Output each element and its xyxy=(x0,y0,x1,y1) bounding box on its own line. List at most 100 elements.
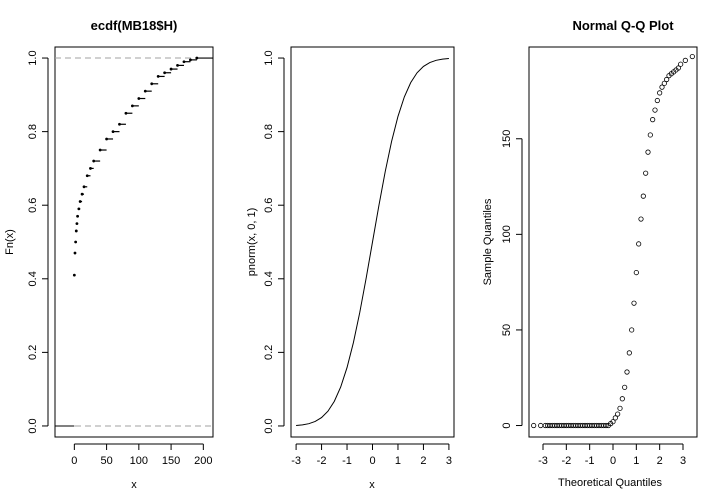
pnorm-y-tick-label: 1.0 xyxy=(263,50,275,65)
ecdf-y-ticks: 0.0 0.2 0.4 0.6 0.8 1.0 xyxy=(27,50,49,434)
ecdf-point xyxy=(189,58,192,62)
qq-x-tick-label: -3 xyxy=(538,455,548,467)
ecdf-point xyxy=(92,159,96,163)
qq-point xyxy=(643,170,649,176)
qq-y-tick-label: 0 xyxy=(501,422,513,428)
ecdf-point xyxy=(195,56,199,60)
qq-point xyxy=(615,411,621,417)
qq-title: Normal Q-Q Plot xyxy=(572,18,674,33)
ecdf-point xyxy=(176,63,179,67)
qq-point xyxy=(678,61,684,67)
qq-point xyxy=(622,384,628,390)
pnorm-y-tick-label: 0.4 xyxy=(263,271,275,286)
ecdf-x-label: x xyxy=(131,479,137,491)
ecdf-points xyxy=(55,56,213,427)
qq-point xyxy=(633,269,639,276)
ecdf-point xyxy=(76,214,79,218)
ecdf-title: ecdf(MB18$H) xyxy=(91,18,178,33)
ecdf-point xyxy=(150,82,154,86)
pnorm-curve xyxy=(296,58,449,426)
qq-point xyxy=(675,65,681,71)
pnorm-y-label: pnorm(x, 0, 1) xyxy=(246,208,258,276)
ecdf-point xyxy=(80,192,84,196)
ecdf-y-tick-label: 0.8 xyxy=(27,124,39,139)
qq-point xyxy=(617,405,623,411)
qq-x-tick-label: -1 xyxy=(585,455,595,467)
qq-plot-frame xyxy=(528,46,698,438)
pnorm-y-tick-label: 0.0 xyxy=(263,418,275,433)
qq-x-tick-label: 2 xyxy=(657,455,663,467)
ecdf-panel: ecdf(MB18$H) x Fn(x) 0 50 100 150 200 0.0 0.2… xyxy=(4,18,214,491)
pnorm-x-tick-label: -2 xyxy=(317,455,327,467)
qq-point xyxy=(664,76,670,83)
qq-point xyxy=(624,369,630,375)
ecdf-y-tick-label: 0.2 xyxy=(27,345,39,360)
qq-point xyxy=(645,149,651,155)
ecdf-point xyxy=(124,111,128,115)
qq-point xyxy=(638,216,644,222)
ecdf-point xyxy=(182,60,186,64)
ecdf-x-tick-label: 200 xyxy=(194,455,212,467)
qq-point xyxy=(657,90,663,96)
qq-point xyxy=(654,97,660,104)
qq-point xyxy=(636,241,642,247)
qq-point xyxy=(689,53,695,60)
ecdf-point xyxy=(156,75,160,78)
pnorm-x-tick-label: 2 xyxy=(420,455,426,467)
ecdf-point xyxy=(82,185,86,189)
ecdf-plot-frame xyxy=(54,46,214,438)
qq-point xyxy=(652,107,658,113)
qq-x-tick-label: 1 xyxy=(633,455,639,467)
ecdf-point xyxy=(163,71,167,75)
qq-y-tick-label: 50 xyxy=(501,324,513,336)
qq-point xyxy=(659,84,665,90)
pnorm-x-tick-label: 0 xyxy=(369,455,375,467)
ecdf-x-ticks: 0 50 100 150 200 xyxy=(71,443,213,467)
qq-point xyxy=(631,300,637,306)
qq-point xyxy=(629,327,635,333)
ecdf-point xyxy=(75,222,79,226)
ecdf-point xyxy=(74,240,78,244)
ecdf-point xyxy=(169,67,173,71)
ecdf-y-tick-label: 1.0 xyxy=(27,50,39,65)
ecdf-point xyxy=(78,200,82,203)
ecdf-point xyxy=(137,97,141,100)
qq-point xyxy=(661,80,667,86)
ecdf-point xyxy=(143,89,147,93)
pnorm-x-tick-label: -1 xyxy=(342,455,352,467)
ecdf-y-tick-label: 0.6 xyxy=(27,198,39,213)
pnorm-x-tick-label: 3 xyxy=(446,455,452,467)
ecdf-y-label: Fn(x) xyxy=(4,229,16,255)
qq-point xyxy=(610,419,616,425)
qq-point xyxy=(647,132,653,138)
pnorm-y-ticks: 0.0 0.2 0.4 0.6 0.8 1.0 xyxy=(263,50,285,434)
ecdf-x-tick-label: 50 xyxy=(100,455,112,467)
qq-y-label: Sample Quantiles xyxy=(482,198,494,285)
qq-point xyxy=(603,422,609,429)
ecdf-reference-lines xyxy=(55,57,213,427)
qq-points xyxy=(531,53,695,429)
ecdf-x-tick-label: 100 xyxy=(130,455,148,467)
qq-x-tick-label: 0 xyxy=(610,455,616,467)
qq-y-tick-label: 150 xyxy=(501,130,513,148)
pnorm-y-tick-label: 0.8 xyxy=(263,124,275,139)
qq-x-ticks: -3 -2 -1 0 1 2 3 xyxy=(538,443,686,467)
qq-point xyxy=(619,396,625,402)
ecdf-point xyxy=(85,174,89,178)
ecdf-point xyxy=(111,130,115,134)
pnorm-plot-frame xyxy=(290,46,455,438)
pnorm-x-tick-label: 1 xyxy=(395,455,401,467)
pnorm-panel: x pnorm(x, 0, 1) -3 -2 -1 0 1 2 3 0.0 0.2 0.4 0.6… xyxy=(246,46,455,491)
ecdf-point xyxy=(74,229,78,233)
ecdf-point xyxy=(77,207,81,211)
qq-point xyxy=(538,422,544,429)
pnorm-x-ticks: -3 -2 -1 0 1 2 3 xyxy=(291,443,452,467)
ecdf-x-tick-label: 0 xyxy=(71,455,77,467)
pnorm-y-tick-label: 0.2 xyxy=(263,345,275,360)
ecdf-point xyxy=(118,122,121,126)
ecdf-point xyxy=(98,148,102,152)
ecdf-y-tick-label: 0.4 xyxy=(27,271,39,286)
qq-point xyxy=(650,117,656,123)
ecdf-point xyxy=(73,251,77,255)
